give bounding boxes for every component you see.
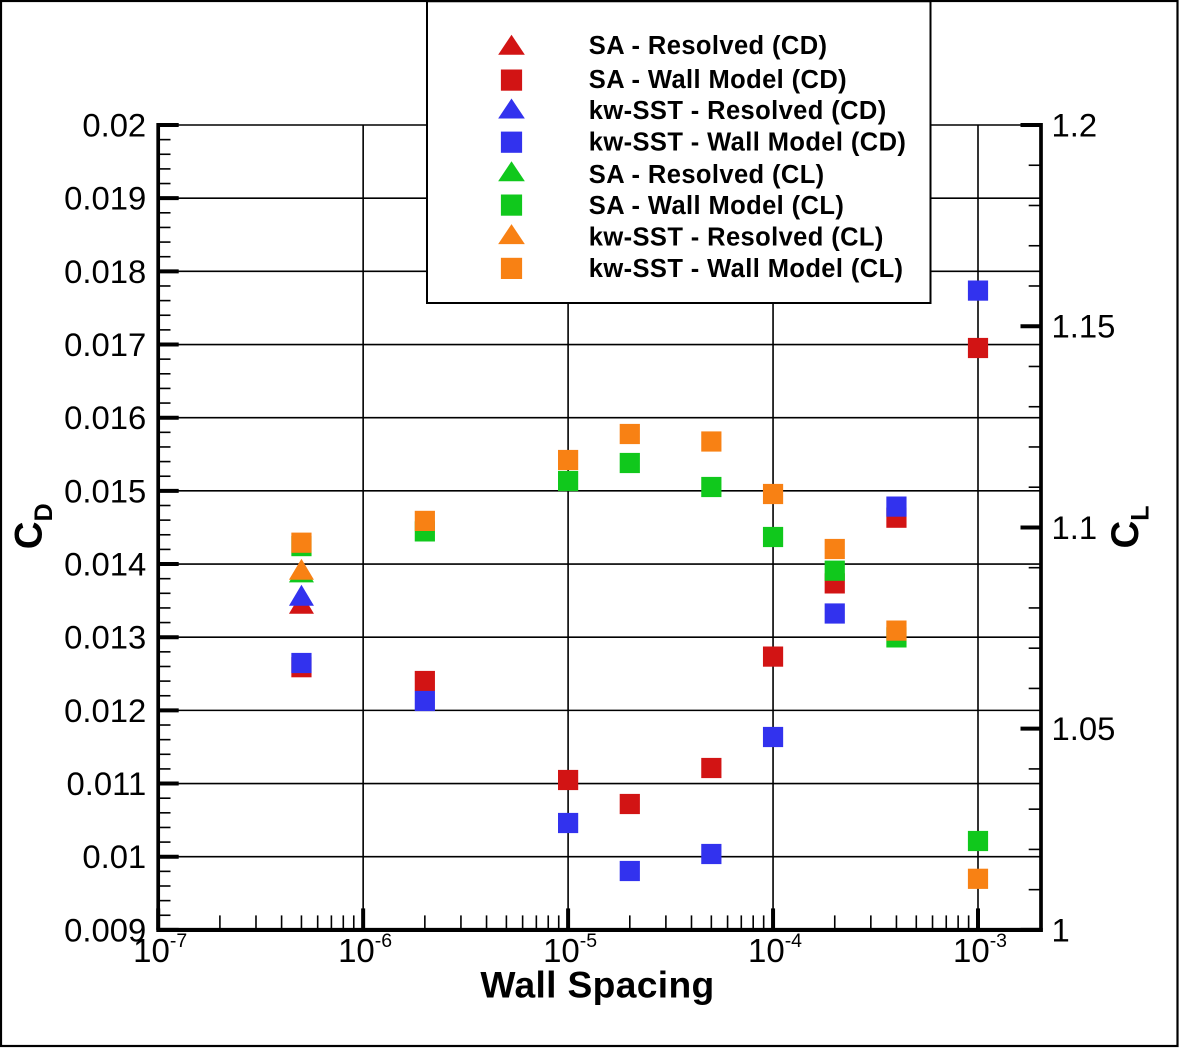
svg-text:0.017: 0.017	[64, 326, 146, 363]
svg-text:SA - Resolved (CD): SA - Resolved (CD)	[589, 32, 828, 60]
svg-text:kw-SST - Resolved (CD): kw-SST - Resolved (CD)	[589, 97, 887, 125]
svg-text:SA - Wall Model (CD): SA - Wall Model (CD)	[589, 66, 847, 94]
svg-text:0.018: 0.018	[64, 253, 146, 290]
svg-text:0.013: 0.013	[64, 619, 146, 656]
svg-text:10-5: 10-5	[543, 930, 597, 969]
svg-text:0.019: 0.019	[64, 180, 146, 217]
svg-text:kw-SST - Wall Model (CL): kw-SST - Wall Model (CL)	[589, 255, 904, 283]
svg-text:kw-SST - Resolved (CL): kw-SST - Resolved (CL)	[589, 224, 884, 252]
svg-text:10-7: 10-7	[133, 930, 187, 969]
svg-text:Wall Spacing: Wall Spacing	[480, 963, 714, 1005]
svg-text:1.05: 1.05	[1052, 710, 1116, 747]
svg-text:0.011: 0.011	[67, 765, 147, 802]
svg-text:1.1: 1.1	[1052, 509, 1098, 546]
svg-text:0.015: 0.015	[64, 472, 146, 509]
svg-text:0.012: 0.012	[64, 692, 146, 729]
svg-text:1: 1	[1052, 911, 1070, 948]
svg-text:1.2: 1.2	[1052, 107, 1098, 144]
svg-text:0.014: 0.014	[64, 546, 146, 583]
svg-text:SA - Resolved (CL): SA - Resolved (CL)	[589, 161, 825, 189]
svg-text:1.15: 1.15	[1052, 308, 1116, 345]
svg-text:0.02: 0.02	[82, 107, 146, 144]
svg-text:SA - Wall Model (CL): SA - Wall Model (CL)	[589, 192, 844, 220]
svg-text:0.009: 0.009	[64, 911, 146, 948]
svg-text:0.01: 0.01	[82, 838, 146, 875]
svg-text:kw-SST - Wall Model (CD): kw-SST - Wall Model (CD)	[589, 129, 906, 157]
svg-text:0.016: 0.016	[64, 399, 146, 436]
